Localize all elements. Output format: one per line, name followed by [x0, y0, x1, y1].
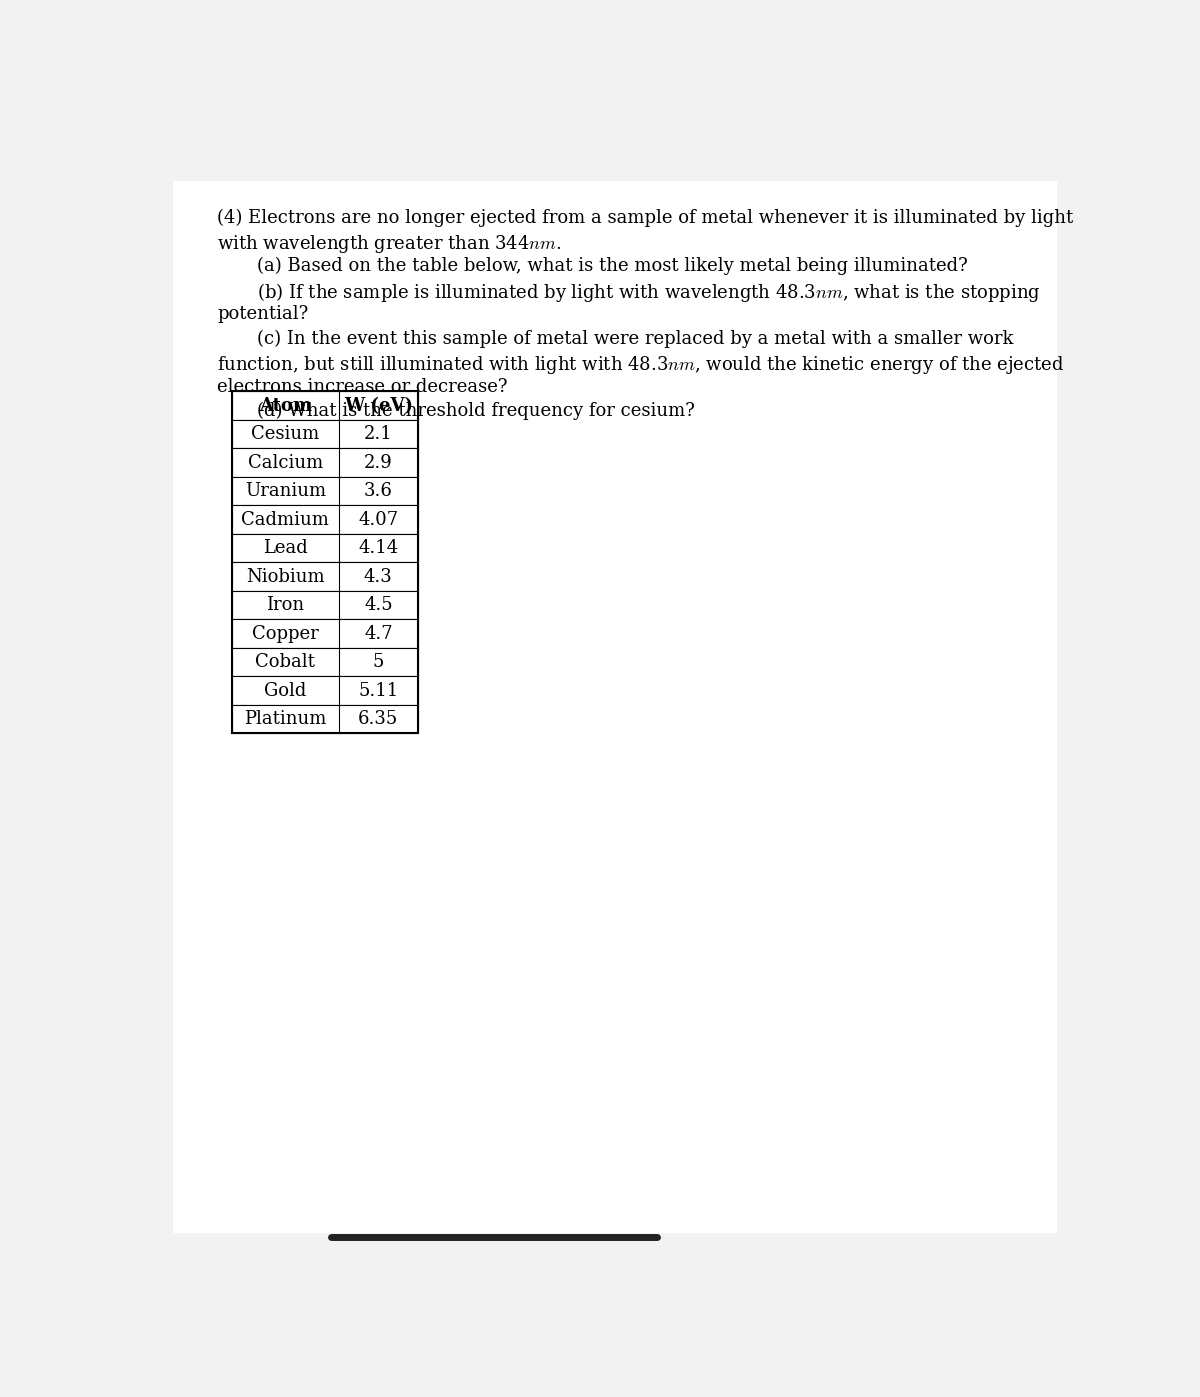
Text: (c) In the event this sample of metal were replaced by a metal with a smaller wo: (c) In the event this sample of metal we… — [257, 330, 1014, 348]
Text: Niobium: Niobium — [246, 567, 325, 585]
Text: function, but still illuminated with light with 48.3$nm$, would the kinetic ener: function, but still illuminated with lig… — [217, 353, 1064, 376]
Text: W (eV): W (eV) — [344, 397, 413, 415]
Text: Lead: Lead — [263, 539, 307, 557]
Text: 3.6: 3.6 — [364, 482, 392, 500]
Bar — [232, 534, 418, 563]
Text: 6.35: 6.35 — [358, 710, 398, 728]
Text: (b) If the sample is illuminated by light with wavelength 48.3$nm$, what is the : (b) If the sample is illuminated by ligh… — [257, 281, 1040, 305]
Text: Uranium: Uranium — [245, 482, 326, 500]
Text: Calcium: Calcium — [247, 454, 323, 472]
Text: (a) Based on the table below, what is the most likely metal being illuminated?: (a) Based on the table below, what is th… — [257, 257, 967, 275]
Text: 2.1: 2.1 — [364, 425, 392, 443]
Text: Gold: Gold — [264, 682, 306, 700]
Text: Cadmium: Cadmium — [241, 511, 329, 528]
Text: Iron: Iron — [266, 597, 305, 615]
Bar — [232, 391, 418, 420]
Bar — [232, 506, 418, 534]
Bar — [232, 648, 418, 676]
Bar — [232, 563, 418, 591]
Text: Platinum: Platinum — [244, 710, 326, 728]
Text: electrons increase or decrease?: electrons increase or decrease? — [217, 379, 508, 395]
Bar — [232, 676, 418, 705]
Bar — [232, 705, 418, 733]
Text: (d) What is the threshold frequency for cesium?: (d) What is the threshold frequency for … — [257, 402, 695, 420]
Text: 4.7: 4.7 — [364, 624, 392, 643]
Text: 4.5: 4.5 — [364, 597, 392, 615]
Text: 4.3: 4.3 — [364, 567, 392, 585]
Bar — [232, 619, 418, 648]
Text: (4) Electrons are no longer ejected from a sample of metal whenever it is illumi: (4) Electrons are no longer ejected from… — [217, 208, 1073, 226]
Text: Cobalt: Cobalt — [256, 654, 316, 671]
Bar — [232, 448, 418, 476]
Text: 5.11: 5.11 — [358, 682, 398, 700]
Text: Cesium: Cesium — [251, 425, 319, 443]
Text: 2.9: 2.9 — [364, 454, 392, 472]
Bar — [232, 476, 418, 506]
Text: with wavelength greater than 344$nm$.: with wavelength greater than 344$nm$. — [217, 233, 562, 254]
Bar — [232, 391, 418, 733]
Text: Atom: Atom — [259, 397, 312, 415]
Text: 5: 5 — [373, 654, 384, 671]
Text: 4.14: 4.14 — [359, 539, 398, 557]
Text: potential?: potential? — [217, 306, 308, 323]
Bar — [232, 420, 418, 448]
Text: Copper: Copper — [252, 624, 319, 643]
Text: 4.07: 4.07 — [359, 511, 398, 528]
Bar — [232, 591, 418, 619]
